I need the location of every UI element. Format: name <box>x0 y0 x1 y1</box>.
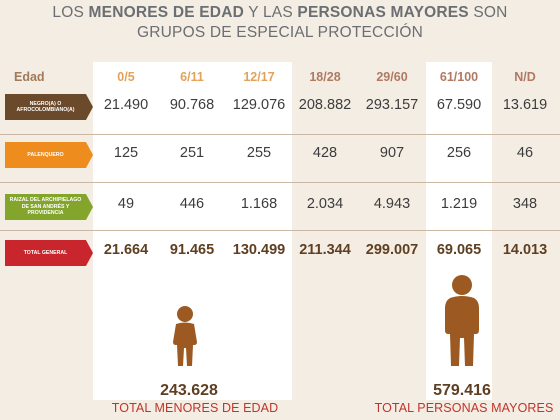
title-text: SON <box>473 4 508 21</box>
column-header: 18/28 <box>309 70 341 84</box>
adult-figure-icon <box>445 275 479 366</box>
row-divider <box>0 182 560 183</box>
total-cell: 69.065 <box>436 242 482 258</box>
table-cell: 256 <box>446 145 472 161</box>
table-cell: 1.168 <box>240 196 278 212</box>
total-cell: 130.499 <box>232 242 286 258</box>
title-line-2: GRUPOS DE ESPECIAL PROTECCIÓN <box>136 24 423 41</box>
table-cell: 251 <box>179 145 205 161</box>
row-divider <box>0 134 560 135</box>
column-header: 0/5 <box>117 70 135 84</box>
table-cell: 49 <box>117 196 135 212</box>
table-cell: 13.619 <box>502 97 548 113</box>
total-cell: 299.007 <box>365 242 419 258</box>
table-cell: 125 <box>113 145 139 161</box>
table-cell: 1.219 <box>440 196 478 212</box>
minors-total-value: 243.628 <box>160 382 218 399</box>
table-cell: 428 <box>312 145 338 161</box>
column-header: N/D <box>514 70 536 84</box>
table-cell: 4.943 <box>373 196 411 212</box>
row-label-raizal: RAIZAL DEL ARCHIPIELAGO DE SAN ANDRÉS Y … <box>5 194 93 220</box>
table-cell: 46 <box>516 145 534 161</box>
table-cell: 255 <box>246 145 272 161</box>
row-label-total-general: TOTAL GENERAL <box>5 240 93 266</box>
title-text: LOS <box>52 4 85 21</box>
table-cell: 2.034 <box>306 196 344 212</box>
table-cell: 129.076 <box>232 97 286 113</box>
column-header: 29/60 <box>376 70 408 84</box>
total-cell: 14.013 <box>502 242 548 258</box>
child-figure-icon <box>173 306 197 366</box>
total-cell: 211.344 <box>299 242 351 258</box>
total-cell: 91.465 <box>169 242 215 258</box>
table-cell: 67.590 <box>436 97 482 113</box>
age-header-label: Edad <box>14 70 45 84</box>
title-emphasis-minors: MENORES DE EDAD <box>88 4 244 21</box>
column-header: 6/11 <box>180 70 204 84</box>
table-cell: 208.882 <box>298 97 352 113</box>
table-cell: 293.157 <box>365 97 419 113</box>
column-header: 12/17 <box>243 70 275 84</box>
table-cell: 90.768 <box>169 97 215 113</box>
row-label-palenquero: PALENQUERO <box>5 142 93 168</box>
minors-total-label: TOTAL MENORES DE EDAD <box>111 401 279 415</box>
elders-total-value: 579.416 <box>433 382 491 399</box>
title-emphasis-elders: PERSONAS MAYORES <box>297 4 469 21</box>
total-cell: 21.664 <box>103 242 149 258</box>
title-line-1: LOS MENORES DE EDAD Y LAS PERSONAS MAYOR… <box>0 4 560 22</box>
row-divider <box>0 230 560 231</box>
column-header: 61/100 <box>439 70 479 84</box>
title-text: Y LAS <box>248 4 293 21</box>
table-cell: 446 <box>179 196 205 212</box>
row-label-negro-afrocolombiano: NEGRO(A) O AFROCOLOMBIANO(A) <box>5 94 93 120</box>
elders-total-label: TOTAL PERSONAS MAYORES <box>374 401 554 415</box>
table-cell: 21.490 <box>103 97 149 113</box>
table-cell: 907 <box>379 145 405 161</box>
table-cell: 348 <box>512 196 538 212</box>
